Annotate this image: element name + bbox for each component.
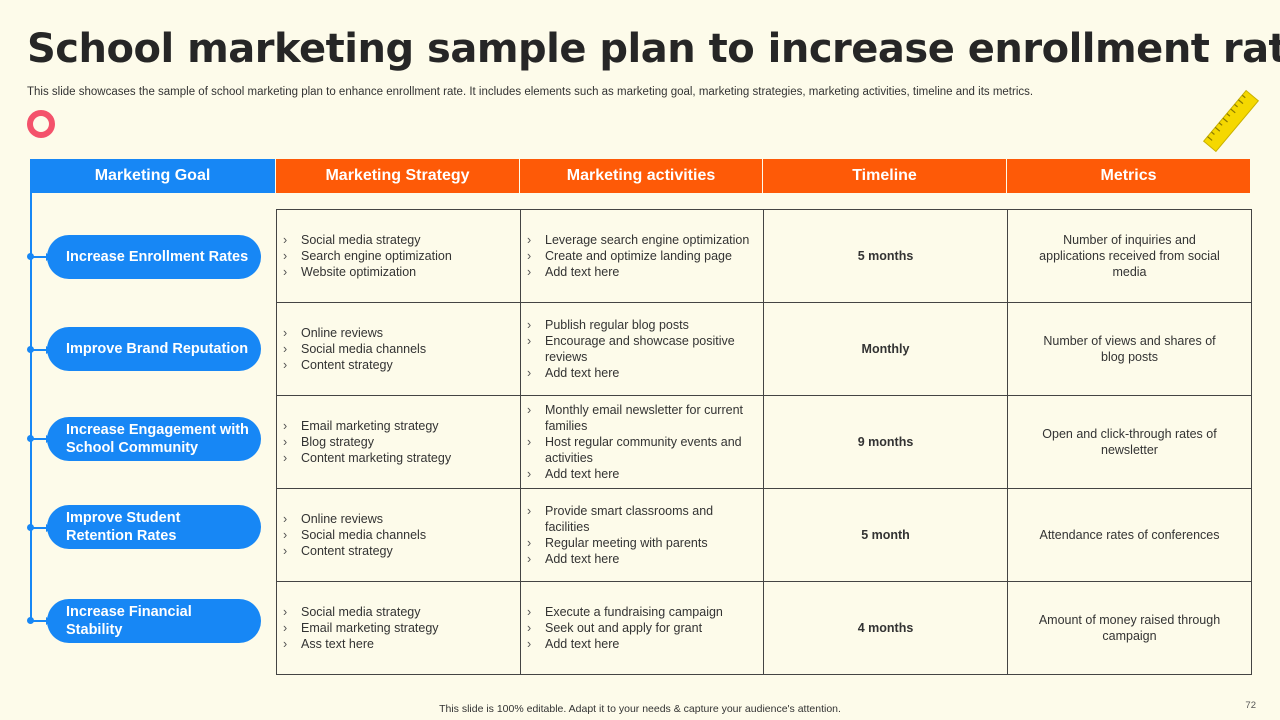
activities-cell: Provide smart classrooms and facilities …	[520, 488, 764, 582]
table-row: Email marketing strategy Blog strategy C…	[276, 395, 1252, 489]
strategy-item: Website optimization	[281, 264, 512, 280]
activity-item: Regular meeting with parents	[525, 535, 755, 551]
strategy-item: Content strategy	[281, 357, 512, 373]
timeline-cell: 9 months	[763, 395, 1008, 489]
strategy-item: Email marketing strategy	[281, 620, 512, 636]
metrics-cell: Attendance rates of conferences	[1007, 488, 1252, 582]
activity-item: Seek out and apply for grant	[525, 620, 755, 636]
slide-subtitle: This slide showcases the sample of schoo…	[27, 86, 1034, 98]
strategy-item: Content strategy	[281, 543, 512, 559]
connector-line	[32, 527, 48, 529]
activity-item: Add text here	[525, 264, 755, 280]
strategy-item: Social media strategy	[281, 232, 512, 248]
table-row: Online reviews Social media channels Con…	[276, 488, 1252, 582]
strategy-cell: Social media strategy Search engine opti…	[276, 209, 521, 303]
connector-line	[32, 438, 48, 440]
activity-item: Create and optimize landing page	[525, 248, 755, 264]
activity-item: Add text here	[525, 636, 755, 652]
activity-item: Add text here	[525, 551, 755, 567]
page-number: 72	[1245, 700, 1256, 711]
strategy-cell: Online reviews Social media channels Con…	[276, 488, 521, 582]
strategy-item: Blog strategy	[281, 434, 512, 450]
strategy-item: Social media channels	[281, 341, 512, 357]
metrics-cell: Open and click-through rates of newslett…	[1007, 395, 1252, 489]
timeline-cell: Monthly	[763, 302, 1008, 396]
activities-cell: Leverage search engine optimization Crea…	[520, 209, 764, 303]
activity-item: Add text here	[525, 365, 755, 381]
goal-pill: Improve Student Retention Rates	[47, 505, 261, 549]
table-row: Online reviews Social media channels Con…	[276, 302, 1252, 396]
activity-item: Publish regular blog posts	[525, 317, 755, 333]
activity-item: Leverage search engine optimization	[525, 232, 755, 248]
timeline-dot	[27, 617, 34, 624]
header-metrics: Metrics	[1007, 159, 1250, 193]
metrics-cell: Number of views and shares of blog posts	[1007, 302, 1252, 396]
ring-icon	[27, 110, 55, 138]
activity-item: Encourage and showcase positive reviews	[525, 333, 755, 365]
metrics-cell: Amount of money raised through campaign	[1007, 581, 1252, 675]
strategy-item: Ass text here	[281, 636, 512, 652]
timeline-cell: 5 month	[763, 488, 1008, 582]
activity-item: Add text here	[525, 466, 755, 482]
strategy-item: Online reviews	[281, 511, 512, 527]
timeline-dot	[27, 253, 34, 260]
strategy-item: Social media strategy	[281, 604, 512, 620]
ruler-icon	[1202, 89, 1260, 153]
strategy-item: Social media channels	[281, 527, 512, 543]
strategy-item: Content marketing strategy	[281, 450, 512, 466]
header-marketing-strategy: Marketing Strategy	[276, 159, 520, 193]
activity-item: Monthly email newsletter for current fam…	[525, 402, 755, 434]
activities-cell: Monthly email newsletter for current fam…	[520, 395, 764, 489]
header-timeline: Timeline	[763, 159, 1007, 193]
activities-cell: Execute a fundraising campaign Seek out …	[520, 581, 764, 675]
timeline-cell: 4 months	[763, 581, 1008, 675]
timeline-dot	[27, 346, 34, 353]
connector-line	[32, 256, 48, 258]
strategy-item: Search engine optimization	[281, 248, 512, 264]
connector-line	[32, 620, 48, 622]
goal-timeline-line	[30, 193, 32, 623]
activity-item: Execute a fundraising campaign	[525, 604, 755, 620]
strategy-item: Online reviews	[281, 325, 512, 341]
table-row: Social media strategy Email marketing st…	[276, 581, 1252, 675]
header-marketing-goal: Marketing Goal	[30, 159, 276, 193]
footer-note: This slide is 100% editable. Adapt it to…	[439, 703, 841, 715]
timeline-dot	[27, 524, 34, 531]
strategy-cell: Email marketing strategy Blog strategy C…	[276, 395, 521, 489]
strategy-cell: Social media strategy Email marketing st…	[276, 581, 521, 675]
activity-item: Host regular community events and activi…	[525, 434, 755, 466]
table-row: Social media strategy Search engine opti…	[276, 209, 1252, 303]
activities-cell: Publish regular blog posts Encourage and…	[520, 302, 764, 396]
strategy-cell: Online reviews Social media channels Con…	[276, 302, 521, 396]
goal-pill: Improve Brand Reputation	[47, 327, 261, 371]
marketing-plan-table: Social media strategy Search engine opti…	[276, 209, 1252, 675]
timeline-dot	[27, 435, 34, 442]
slide-title: School marketing sample plan to increase…	[27, 26, 1280, 72]
connector-line	[32, 349, 48, 351]
strategy-item: Email marketing strategy	[281, 418, 512, 434]
timeline-cell: 5 months	[763, 209, 1008, 303]
goal-pill: Increase Financial Stability	[47, 599, 261, 643]
goal-pill: Increase Enrollment Rates	[47, 235, 261, 279]
goal-pill: Increase Engagement with School Communit…	[47, 417, 261, 461]
metrics-cell: Number of inquiries and applications rec…	[1007, 209, 1252, 303]
activity-item: Provide smart classrooms and facilities	[525, 503, 755, 535]
header-marketing-activities: Marketing activities	[520, 159, 763, 193]
